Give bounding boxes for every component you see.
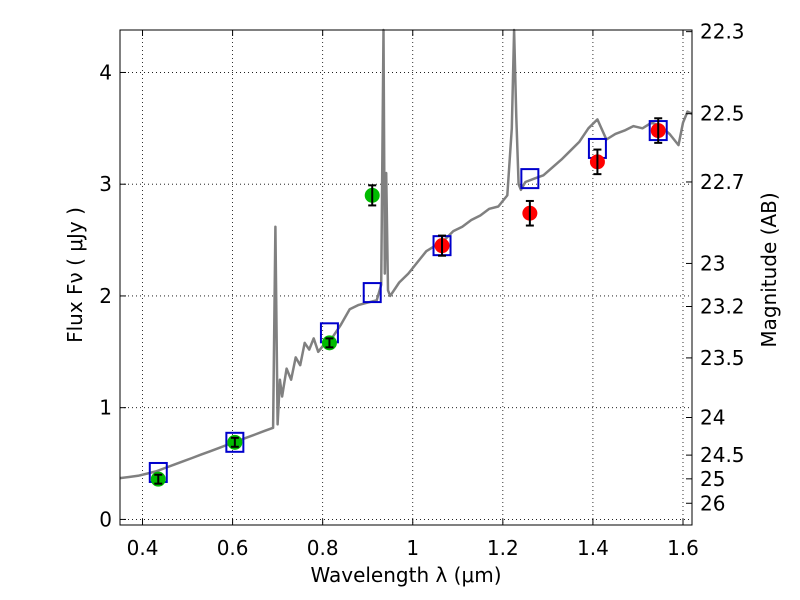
plot-frame bbox=[119, 29, 693, 526]
synthetic-photometry-square bbox=[362, 282, 382, 304]
y-tick-label: 4 bbox=[99, 60, 112, 84]
photometry-markers bbox=[148, 117, 668, 487]
magnitude-tick-label: 22.5 bbox=[700, 102, 745, 126]
y-tick-label: 1 bbox=[99, 396, 112, 420]
y-tick-label: 0 bbox=[99, 507, 112, 531]
y-axis-label: Flux Fν ( μJy ) bbox=[63, 207, 87, 343]
synthetic-photometry-square bbox=[225, 431, 245, 453]
spectrum-line bbox=[119, 28, 693, 480]
magnitude-tick-label: 23.5 bbox=[700, 346, 745, 370]
magnitude-tick-label: 22.3 bbox=[700, 20, 745, 44]
axis-ticks: 0.4 0.6 0.8 1 1.2 1.4 1.60123422.322.522.72323… bbox=[99, 20, 744, 560]
magnitude-tick-label: 22.7 bbox=[700, 170, 745, 194]
x-tick-label: 1.6 bbox=[667, 536, 699, 560]
synthetic-photometry-square bbox=[520, 168, 540, 190]
x-tick-label: 1.2 bbox=[487, 536, 519, 560]
magnitude-tick-label: 25 bbox=[700, 467, 725, 491]
x-tick-label: 1 bbox=[406, 536, 419, 560]
y-tick-label: 2 bbox=[99, 284, 112, 308]
spectrum-series bbox=[119, 28, 693, 480]
x-tick-label: 1.4 bbox=[577, 536, 609, 560]
y-tick-label: 3 bbox=[99, 172, 112, 196]
magnitude-axis-label: Magnitude (AB) bbox=[757, 192, 781, 347]
magnitude-tick-label: 26 bbox=[700, 491, 725, 515]
magnitude-tick-label: 23 bbox=[700, 251, 725, 275]
x-tick-label: 0.6 bbox=[217, 536, 249, 560]
magnitude-tick-label: 24 bbox=[700, 406, 725, 430]
x-tick-label: 0.4 bbox=[127, 536, 159, 560]
magnitude-tick-label: 23.2 bbox=[700, 295, 745, 319]
x-axis-label: Wavelength λ (μm) bbox=[310, 563, 501, 587]
magnitude-tick-label: 24.5 bbox=[700, 443, 745, 467]
x-tick-label: 0.8 bbox=[307, 536, 339, 560]
